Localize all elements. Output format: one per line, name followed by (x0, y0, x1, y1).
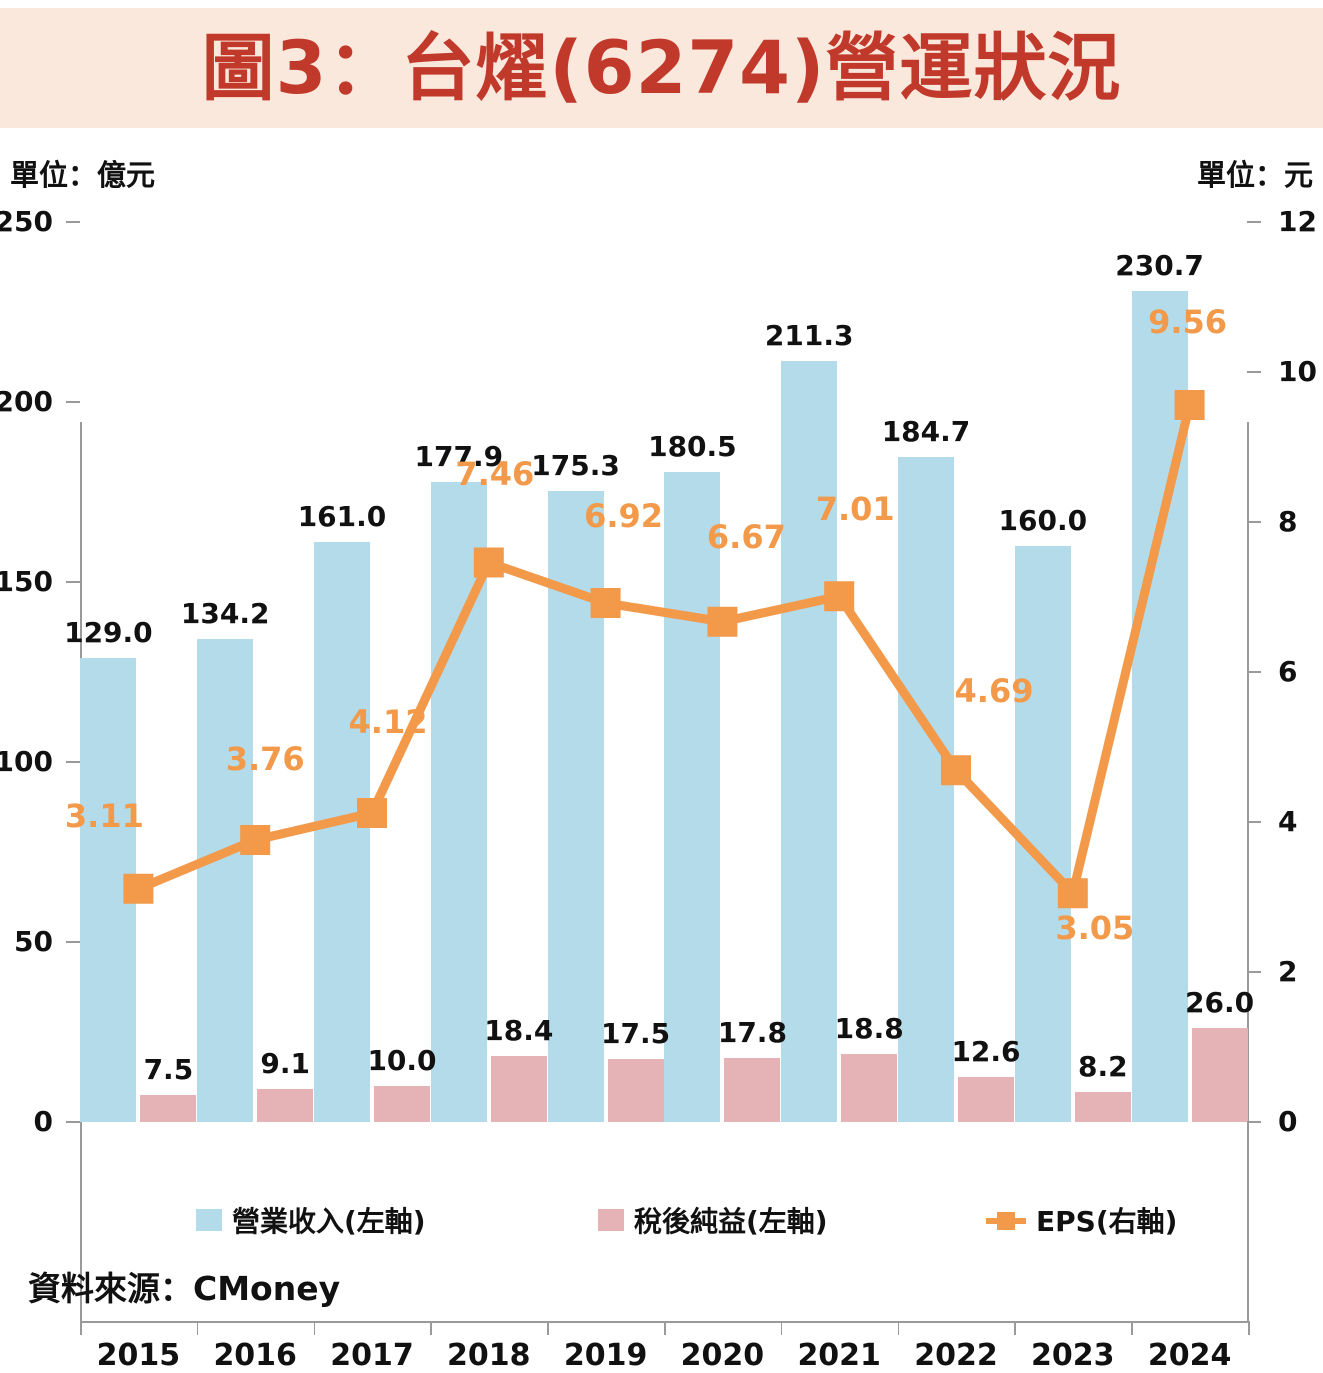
left-tick-label: 150 (0, 565, 53, 598)
right-tick-mark (1247, 221, 1261, 223)
eps-value-label: 6.67 (706, 517, 786, 556)
right-tick-mark (1247, 971, 1261, 973)
net-income-bar-label: 17.8 (717, 1015, 787, 1049)
x-tick-mark (196, 1321, 199, 1335)
legend-label: EPS(右軸) (1036, 1205, 1178, 1238)
x-tick-mark (1014, 1321, 1016, 1335)
left-tick-label: 250 (0, 205, 53, 238)
net-income-bar (1074, 1092, 1131, 1122)
x-tick-mark (780, 1321, 783, 1335)
legend-label: 營業收入(左軸) (232, 1205, 426, 1238)
x-tick-mark (1248, 1321, 1250, 1335)
net-income-bar (490, 1055, 547, 1122)
net-income-bar-label: 26.0 (1185, 986, 1255, 1020)
x-axis-label-2024: 2024 (1147, 1338, 1232, 1373)
net-income-bar (257, 1089, 314, 1122)
revenue-bar-label: 211.3 (764, 319, 854, 353)
left-tick-label: 200 (0, 385, 53, 418)
net-income-bar-label: 18.4 (484, 1013, 554, 1047)
left-tick-mark (66, 221, 80, 223)
revenue-bar-label: 134.2 (180, 596, 270, 630)
revenue-bar-label: 184.7 (881, 415, 971, 449)
left-axis-unit-label: 單位：億元 (10, 158, 156, 192)
revenue-bar-label: 161.0 (297, 500, 387, 534)
net-income-bar (374, 1086, 430, 1122)
chart-plot-area: 129.0 7.5 134.2 9.1 161.0 10.0 177.9 18.4 175.3 1… (0, 200, 1323, 1373)
revenue-bar (314, 542, 370, 1122)
legend-label: 稅後純益(左軸) (634, 1205, 828, 1238)
eps-value-label: 9.56 (1148, 303, 1228, 341)
right-tick-mark (1247, 371, 1261, 373)
x-tick-mark (80, 1321, 82, 1335)
left-tick-mark (66, 761, 80, 763)
net-income-bar (1191, 1028, 1248, 1122)
right-tick-label: 10 (1278, 355, 1317, 388)
revenue-bar-label: 175.3 (531, 448, 620, 482)
right-tick-label: 4 (1278, 805, 1298, 838)
legend-item[interactable]: EPS(右軸) (986, 1200, 1177, 1240)
page-title: 圖3：台燿(6274)營運狀況 (201, 25, 1122, 111)
net-income-bar-label: 8.2 (1077, 1050, 1128, 1084)
left-tick-mark (66, 941, 80, 943)
right-tick-mark (1247, 821, 1261, 823)
eps-value-label: 6.92 (584, 497, 664, 535)
legend-item[interactable]: 營業收入(左軸) (196, 1200, 426, 1240)
right-tick-label: 6 (1278, 655, 1298, 688)
net-income-bar (958, 1076, 1014, 1122)
eps-value-label: 3.11 (64, 796, 144, 835)
right-tick-label: 12 (1278, 205, 1317, 238)
eps-value-label: 4.12 (348, 703, 428, 741)
x-tick-mark (897, 1321, 900, 1335)
right-tick-label: 0 (1278, 1105, 1298, 1138)
revenue-bar-label: 177.9 (414, 439, 504, 473)
x-tick-mark (1131, 1321, 1133, 1335)
legend-color-swatch-icon (196, 1209, 222, 1231)
right-axis-unit-label: 單位：元 (1196, 158, 1313, 192)
left-tick-label: 0 (33, 1105, 53, 1138)
revenue-bar (781, 361, 838, 1122)
right-tick-label: 8 (1278, 505, 1298, 538)
net-income-bar-label: 9.1 (260, 1047, 310, 1081)
right-tick-mark (1247, 1121, 1261, 1123)
right-tick-label: 2 (1278, 955, 1298, 988)
left-tick-mark (66, 401, 80, 403)
net-income-bar (607, 1059, 664, 1122)
net-income-bar-label: 7.5 (143, 1053, 194, 1086)
legend-line-marker-icon (986, 1209, 1026, 1231)
x-tick-mark (430, 1321, 432, 1335)
eps-value-label: 7.46 (455, 454, 535, 493)
eps-value-label: 7.01 (815, 490, 895, 529)
net-income-bar-label: 17.5 (601, 1017, 671, 1050)
left-tick-mark (66, 1121, 80, 1123)
chart-title-banner: 圖3：台燿(6274)營運狀況 (0, 8, 1323, 128)
revenue-bar-label: 160.0 (998, 504, 1088, 537)
eps-value-label: 4.69 (954, 672, 1034, 711)
source-note: 資料來源：CMoney (28, 1269, 341, 1308)
x-tick-mark (664, 1321, 666, 1335)
revenue-bar-label: 180.5 (648, 430, 737, 464)
net-income-bar-label: 12.6 (951, 1034, 1021, 1068)
right-axis-line (1247, 422, 1249, 1322)
legend-color-swatch-icon (598, 1209, 624, 1231)
net-income-bar (140, 1095, 197, 1122)
right-tick-mark (1247, 671, 1261, 673)
x-tick-mark (313, 1321, 316, 1335)
net-income-bar-label: 18.8 (834, 1012, 904, 1046)
chart-legend: 營業收入(左軸) 稅後純益(左軸) EPS(右軸) (0, 1196, 1323, 1246)
eps-value-label: 3.76 (225, 740, 305, 778)
revenue-bar-label: 129.0 (64, 615, 153, 649)
net-income-bar (841, 1054, 898, 1122)
x-tick-mark (547, 1321, 549, 1335)
legend-item[interactable]: 稅後純益(左軸) (598, 1200, 828, 1240)
left-tick-mark (66, 581, 80, 583)
right-tick-mark (1247, 521, 1261, 523)
legend-square-marker (997, 1212, 1015, 1230)
net-income-bar-label: 10.0 (367, 1044, 437, 1077)
net-income-bar (724, 1057, 781, 1122)
left-tick-label: 100 (0, 745, 53, 778)
left-tick-label: 50 (14, 925, 53, 958)
series-container (80, 222, 1248, 1122)
eps-value-label: 3.05 (1055, 909, 1135, 948)
revenue-bar-label: 230.7 (1115, 249, 1204, 283)
